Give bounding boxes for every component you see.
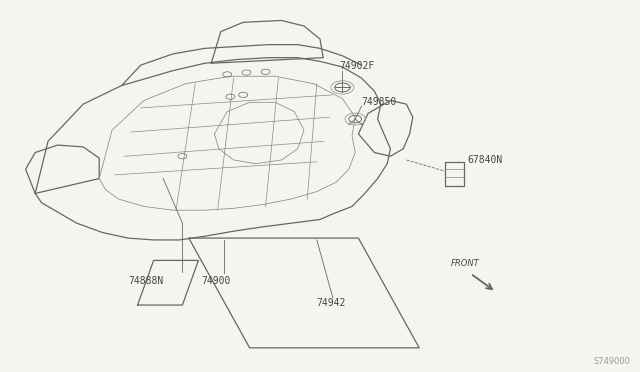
Text: FRONT: FRONT (451, 259, 480, 268)
Text: 67840N: 67840N (467, 155, 502, 165)
Text: 74942: 74942 (317, 298, 346, 308)
Text: S749000: S749000 (593, 357, 630, 366)
Text: 74902F: 74902F (339, 61, 374, 71)
Text: 74900: 74900 (202, 276, 231, 286)
Text: 749850: 749850 (362, 97, 397, 107)
Text: 74888N: 74888N (128, 276, 163, 286)
